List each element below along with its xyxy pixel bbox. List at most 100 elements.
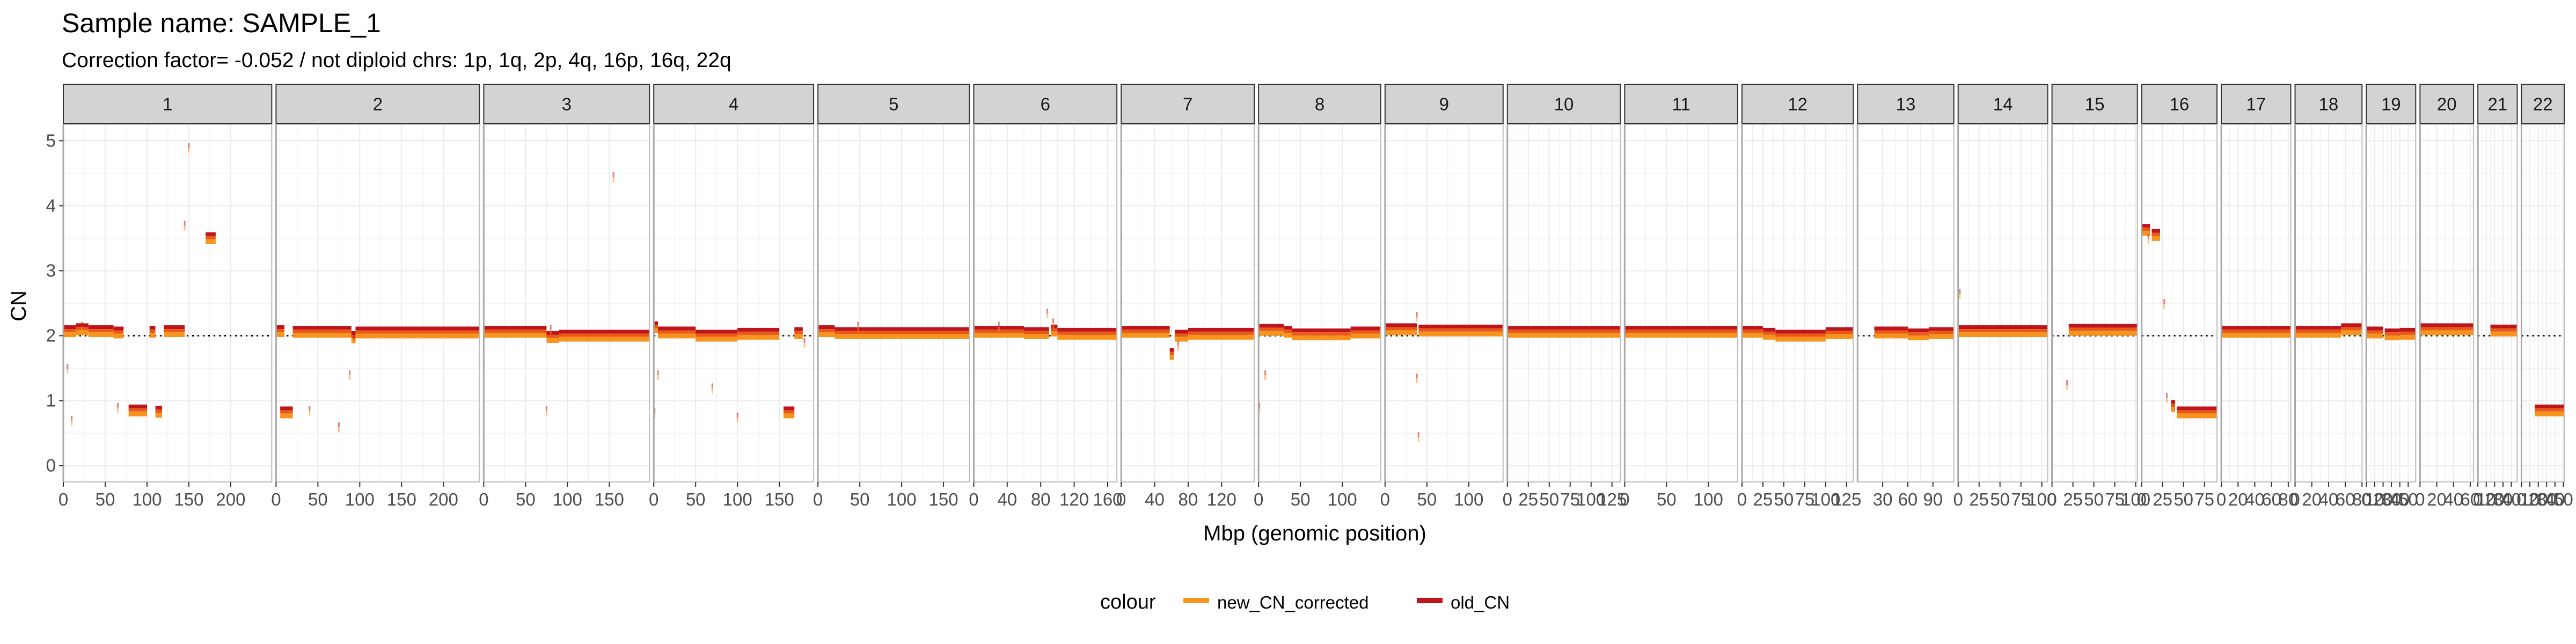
segment-blend: [113, 330, 124, 334]
segment-blend: [737, 331, 780, 335]
segment-blend: [1258, 327, 1284, 331]
facet-strip-label: 8: [1315, 94, 1324, 114]
x-tick-label: 0: [1737, 489, 1747, 509]
point-new-cn: [1959, 294, 1961, 299]
segment-new-cn-corrected: [2171, 407, 2176, 412]
point-new-cn: [80, 326, 83, 332]
x-tick-label: 40: [2443, 489, 2463, 509]
point-new-cn: [654, 413, 656, 418]
x-tick-label: 30: [1873, 489, 1893, 509]
facet-strip: [483, 84, 650, 124]
segment-new-cn-corrected: [1050, 331, 1058, 336]
segment-blend: [2295, 330, 2341, 333]
segment-blend: [1292, 332, 1351, 336]
segment-blend: [2177, 410, 2218, 414]
point-new-cn: [1258, 407, 1261, 413]
segment-new-cn-corrected: [76, 330, 89, 335]
point-old-cn: [1052, 318, 1055, 324]
point-new-cn: [998, 326, 1000, 332]
facet-strip: [973, 84, 1118, 124]
x-tick-label: 200: [216, 489, 245, 509]
segment-blend: [292, 330, 352, 333]
x-tick-label: 75: [1795, 489, 1815, 509]
x-tick-label: 100: [1576, 489, 1606, 509]
x-tick-label: 0: [2047, 489, 2057, 509]
x-tick-label: 50: [2398, 489, 2418, 509]
point-old-cn: [1177, 341, 1179, 346]
y-axis: 0 1 2 3 4 5: [46, 130, 63, 475]
x-tick-label: 0: [969, 489, 978, 509]
x-tick-label: 0: [271, 489, 281, 509]
point-new-cn: [2163, 304, 2165, 309]
segment-blend: [206, 236, 216, 239]
segment-new-cn-corrected: [783, 413, 795, 419]
segment-old-cn: [1907, 328, 1929, 333]
segment-blend: [1188, 331, 1255, 335]
facet-strip-label: 10: [1554, 94, 1574, 114]
panel-chr-16: 16 0 25 50 75: [2137, 84, 2218, 509]
facet-strip-label: 12: [1788, 94, 1807, 114]
segment-new-cn-corrected: [2151, 236, 2161, 241]
segment-blend: [1825, 331, 1854, 334]
segment-old-cn: [1762, 327, 1776, 332]
y-tick-label: 0: [46, 456, 56, 475]
panel-chr-11: 11 0 50 100: [1620, 84, 1738, 509]
segment-blend: [1350, 330, 1381, 334]
segment-old-cn: [1874, 326, 1908, 331]
x-tick-label: 50: [2084, 489, 2104, 509]
point-old-cn: [1416, 312, 1418, 317]
x-tick-label: 125: [1832, 489, 1861, 509]
x-tick-label: 30: [2493, 489, 2513, 509]
segment-new-cn-corrected: [696, 336, 738, 342]
point-new-cn: [116, 407, 119, 413]
segment-old-cn: [1024, 327, 1049, 331]
segment-new-cn-corrected: [2141, 231, 2150, 236]
x-tick-label: 50: [686, 489, 706, 509]
x-tick-label: 80: [1031, 489, 1051, 509]
segment-new-cn-corrected: [1907, 335, 1929, 341]
x-tick-label: 0: [2415, 489, 2425, 509]
segment-blend: [1121, 330, 1170, 333]
legend: colour new_CN_corrected old_CN: [1100, 591, 1510, 613]
facet-strip-label: 2: [373, 94, 383, 114]
chart-subtitle: Correction factor= -0.052 / not diploid …: [62, 49, 731, 72]
segment-new-cn-corrected: [654, 328, 658, 333]
panel-chr-2: 2 0 50 100 150 200: [271, 84, 480, 509]
point-old-cn: [1417, 432, 1419, 437]
segment-blend: [1057, 331, 1117, 335]
x-tick-label: 100: [1454, 489, 1483, 509]
segment-new-cn-corrected: [1762, 334, 1776, 340]
y-axis-label: CN: [7, 290, 31, 321]
segment-old-cn: [206, 232, 216, 236]
segment-blend: [2141, 228, 2150, 231]
segment-new-cn-corrected: [2068, 331, 2138, 336]
point-old-cn: [1959, 289, 1961, 294]
facet-strip: [2366, 84, 2417, 124]
x-tick-label: 20: [2373, 489, 2393, 509]
point-old-cn: [2163, 299, 2165, 304]
x-tick-label: 60: [2262, 489, 2281, 509]
segment-new-cn-corrected: [1874, 333, 1908, 339]
x-tick-label: 30: [2537, 489, 2557, 509]
facet-strip: [2521, 84, 2565, 124]
segment-blend: [1418, 328, 1503, 332]
point-new-cn: [1177, 346, 1179, 351]
x-tick-label: 20: [2485, 489, 2505, 509]
x-tick-label: 150: [929, 489, 958, 509]
facet-strip-label: 16: [2170, 94, 2190, 114]
x-tick-label: 0: [58, 489, 68, 509]
segment-old-cn: [1825, 327, 1854, 331]
segment-new-cn-corrected: [64, 332, 76, 338]
x-tick-label: 100: [2121, 489, 2150, 509]
x-tick-label: 10: [2365, 489, 2385, 509]
facet-strip-label: 11: [1672, 94, 1690, 114]
facet-strip-label: 9: [1439, 94, 1449, 114]
segment-old-cn: [2141, 224, 2150, 228]
legend-title: colour: [1100, 591, 1156, 613]
segment-new-cn-corrected: [1958, 332, 2048, 338]
facet-strip: [2477, 84, 2518, 124]
point-old-cn: [2066, 380, 2068, 385]
